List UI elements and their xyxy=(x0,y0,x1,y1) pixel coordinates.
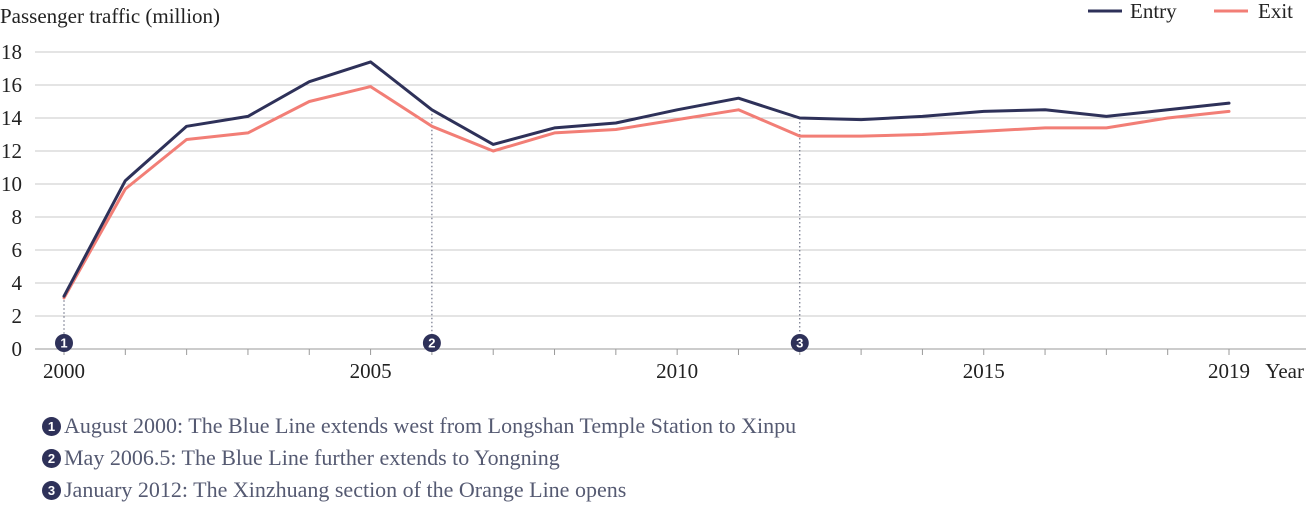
series-line-exit xyxy=(62,85,1231,300)
y-tick-label-10: 10 xyxy=(1,172,22,196)
x-tick-label-2000: 2000 xyxy=(43,359,85,383)
y-tick-label-14: 14 xyxy=(1,106,23,130)
y-tick-label-12: 12 xyxy=(1,139,22,163)
annotation-marker-2 xyxy=(422,334,441,352)
marker-3-icon: 3 xyxy=(42,480,61,500)
legend-label-exit: Exit xyxy=(1258,0,1293,23)
annotation-note-3: 3 January 2012: The Xinzhuang section of… xyxy=(42,474,796,506)
x-tick-label-2015: 2015 xyxy=(963,359,1005,383)
y-tick-label-2: 2 xyxy=(12,304,23,328)
x-axis-label: Year xyxy=(1265,359,1304,383)
annotation-marker-label-1: 1 xyxy=(60,336,67,351)
y-tick-label-8: 8 xyxy=(12,205,23,229)
y-axis-label: Passenger traffic (million) xyxy=(0,4,220,28)
x-tick-label-2005: 2005 xyxy=(350,359,392,383)
annotation-notes: 1 August 2000: The Blue Line extends wes… xyxy=(42,410,796,506)
y-tick-label-4: 4 xyxy=(12,271,23,295)
x-tick-label-2010: 2010 xyxy=(656,359,698,383)
annotation-marker-1 xyxy=(55,334,73,352)
legend-label-entry: Entry xyxy=(1130,0,1177,23)
annotation-marker-label-2: 2 xyxy=(428,336,435,351)
annotation-text-2: May 2006.5: The Blue Line further extend… xyxy=(64,445,560,470)
annotation-marker-label-3: 3 xyxy=(796,336,803,351)
y-tick-label-18: 18 xyxy=(1,40,22,64)
y-tick-label-0: 0 xyxy=(12,337,23,361)
x-tick-label-2019: 2019 xyxy=(1208,359,1250,383)
annotation-note-2: 2 May 2006.5: The Blue Line further exte… xyxy=(42,442,796,474)
annotation-note-1: 1 August 2000: The Blue Line extends wes… xyxy=(42,410,796,442)
y-tick-label-6: 6 xyxy=(12,238,23,262)
annotation-text-1: August 2000: The Blue Line extends west … xyxy=(64,413,797,438)
annotation-marker-3 xyxy=(790,334,809,352)
marker-2-icon: 2 xyxy=(42,448,61,468)
annotation-text-3: January 2012: The Xinzhuang section of t… xyxy=(64,477,627,502)
series-line-entry xyxy=(62,60,1231,298)
marker-1-icon: 1 xyxy=(42,416,61,436)
y-tick-label-16: 16 xyxy=(1,73,22,97)
